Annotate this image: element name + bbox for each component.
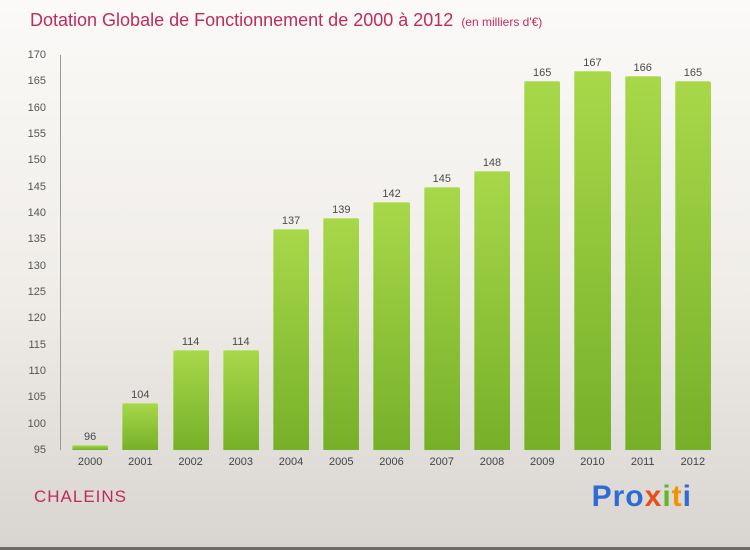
bar — [674, 81, 711, 450]
bar-value-label: 142 — [382, 188, 401, 201]
y-tick-label: 100 — [27, 417, 46, 430]
y-axis-labels: 95 100 105 110 115 120 125 130 135 140 145 150 155 16… — [0, 49, 54, 456]
y-tick-label: 95 — [33, 444, 46, 456]
bar — [624, 76, 661, 450]
bar-group: 142 2006 — [366, 55, 416, 468]
bar-value-label: 104 — [131, 388, 150, 401]
x-tick-label: 2007 — [429, 456, 454, 468]
logo-letter: x — [644, 480, 663, 513]
x-tick-label: 2008 — [479, 456, 505, 468]
bar — [272, 228, 310, 450]
x-tick-label: 2005 — [329, 456, 354, 468]
x-tick-label: 2003 — [228, 456, 254, 468]
y-tick-label: 160 — [27, 101, 46, 114]
bar — [373, 202, 410, 450]
chart-title-text: Dotation Globale de Fonctionnement de 20… — [30, 10, 454, 30]
y-tick-label: 135 — [27, 233, 46, 246]
bar-group: 114 2003 — [216, 55, 266, 468]
bar-group: 104 2001 — [115, 55, 165, 468]
y-tick-label: 105 — [27, 391, 46, 404]
x-tick-label: 2002 — [178, 456, 203, 468]
bar-value-label: 148 — [482, 156, 502, 169]
y-tick-label: 140 — [27, 207, 46, 219]
bar-value-label: 114 — [232, 335, 250, 348]
x-tick-label: 2004 — [278, 456, 304, 468]
bar-group: 148 2008 — [467, 55, 517, 468]
x-tick-label: 2000 — [77, 456, 103, 468]
y-tick-label: 125 — [27, 286, 46, 298]
bar — [574, 70, 611, 450]
commune-name: CHALEINS — [34, 487, 128, 506]
x-tick-label: 2012 — [680, 456, 706, 468]
y-tick-label: 110 — [28, 365, 46, 377]
bar-value-label: 139 — [332, 204, 351, 217]
bar-value-label: 166 — [633, 62, 652, 75]
y-tick-label: 170 — [27, 49, 46, 61]
logo-letter: r — [612, 480, 626, 513]
bar — [72, 444, 109, 450]
y-tick-label: 115 — [28, 338, 46, 351]
bar-group: 137 2004 — [266, 55, 316, 468]
chart-title-unit: (en milliers d'€) — [461, 15, 543, 29]
bar — [323, 218, 360, 450]
bar-group: 139 2005 — [316, 55, 366, 468]
bar-value-label: 165 — [533, 67, 552, 80]
bar — [473, 170, 511, 450]
y-tick-label: 155 — [27, 128, 46, 140]
logo-letter: P — [591, 480, 613, 513]
x-tick-label: 2010 — [580, 456, 605, 468]
bar — [172, 349, 209, 450]
y-tick-label: 145 — [27, 180, 46, 193]
y-tick-label: 130 — [27, 259, 46, 272]
bar — [423, 186, 460, 450]
bar-value-label: 165 — [683, 67, 703, 80]
logo-letter: o — [625, 480, 645, 513]
bar-group: 145 2007 — [417, 55, 467, 468]
plot-area: 96 2000 104 2001 114 2002 114 2003 137 2004 139 200… — [60, 55, 722, 468]
bar — [122, 402, 159, 450]
logo-letter: t — [671, 480, 683, 513]
bar-group: 165 2012 — [668, 55, 718, 468]
bar — [524, 81, 561, 450]
x-tick-label: 2006 — [379, 456, 404, 468]
bar-group: 167 2010 — [567, 55, 617, 468]
logo-letter: i — [662, 480, 672, 513]
x-tick-label: 2001 — [128, 456, 153, 468]
bar-value-label: 167 — [583, 56, 602, 69]
bar-value-label: 145 — [432, 172, 451, 185]
bar-group: 114 2002 — [165, 55, 215, 468]
x-tick-label: 2009 — [529, 456, 555, 468]
proxiti-logo: Proxiti — [592, 480, 692, 514]
bar-group: 166 2011 — [618, 55, 668, 468]
bar-group: 165 2009 — [517, 55, 567, 468]
logo-letter: i — [682, 480, 692, 513]
bar-value-label: 137 — [281, 214, 301, 227]
bar-value-label: 114 — [181, 335, 200, 348]
x-tick-label: 2011 — [630, 456, 655, 468]
y-tick-label: 150 — [27, 154, 46, 167]
y-tick-label: 120 — [27, 312, 46, 325]
y-tick-label: 165 — [27, 75, 46, 88]
chart-title: Dotation Globale de Fonctionnement de 20… — [30, 10, 542, 31]
bar-group: 96 2000 — [65, 55, 115, 468]
bar — [222, 349, 259, 450]
bar-value-label: 96 — [83, 430, 97, 443]
